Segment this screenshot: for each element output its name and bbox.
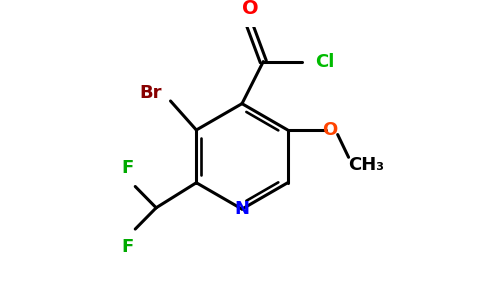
Text: F: F (122, 238, 134, 256)
Text: CH₃: CH₃ (348, 156, 384, 174)
Text: Cl: Cl (315, 52, 334, 70)
Text: O: O (242, 0, 258, 17)
Text: F: F (122, 159, 134, 177)
Text: N: N (235, 200, 249, 218)
Text: O: O (322, 121, 337, 139)
Text: Br: Br (139, 84, 162, 102)
